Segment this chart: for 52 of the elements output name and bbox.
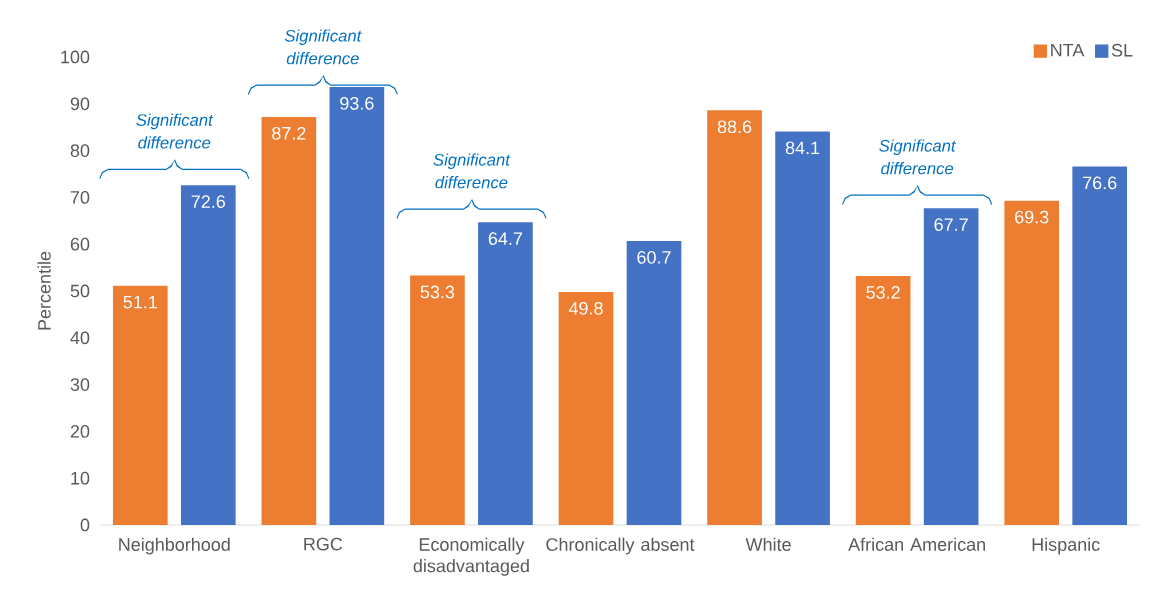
bar <box>707 110 762 525</box>
x-tick-label: Hispanic <box>1032 537 1100 555</box>
bar <box>775 131 830 525</box>
data-label: 53.2 <box>866 286 900 299</box>
y-axis-title: Percentile <box>37 251 51 330</box>
y-tick-label: 20 <box>70 425 90 438</box>
data-label: 53.3 <box>420 285 455 299</box>
y-tick-label: 100 <box>61 50 90 64</box>
y-tick-label: 70 <box>70 191 90 204</box>
data-label: 60.7 <box>637 250 671 264</box>
y-tick-label: 30 <box>70 378 90 391</box>
y-tick-label: 10 <box>71 471 90 485</box>
bar <box>261 116 317 525</box>
data-label: 87.2 <box>272 126 306 140</box>
bar <box>1072 166 1128 525</box>
x-tick-label: Neighborhood <box>119 537 230 555</box>
annotation: Significant difference <box>284 29 362 65</box>
data-label: 93.6 <box>340 96 374 110</box>
annotation: Significant difference <box>879 139 957 175</box>
data-label: 88.6 <box>717 120 752 134</box>
bar <box>855 276 911 525</box>
y-tick-label: 80 <box>70 144 90 157</box>
bar <box>1004 200 1060 525</box>
data-label: 67.7 <box>934 218 968 231</box>
data-label: 72.6 <box>191 195 226 208</box>
annotation: Significant difference <box>136 113 214 149</box>
data-label: 51.1 <box>123 295 157 309</box>
x-tick-label: RGC <box>304 537 343 551</box>
bar <box>478 222 533 525</box>
x-tick-label: White <box>745 537 791 551</box>
legend-label: SL <box>1111 43 1133 57</box>
data-label: 76.6 <box>1083 176 1117 190</box>
y-tick-label: 90 <box>70 97 90 111</box>
y-tick-label: 40 <box>70 331 90 345</box>
y-tick-label: 50 <box>70 284 90 298</box>
legend-label: NTA <box>1051 43 1085 57</box>
bar <box>558 291 614 525</box>
data-label: 84.1 <box>785 141 820 155</box>
x-tick-label: Chronically absent <box>546 537 695 555</box>
annotation: Significant difference <box>433 153 511 189</box>
y-tick-label: 60 <box>70 237 90 251</box>
x-tick-label: Economically disadvantaged <box>413 537 529 576</box>
data-label: 49.8 <box>568 301 603 315</box>
bar <box>923 208 979 525</box>
bar <box>112 285 168 525</box>
data-label: 69.3 <box>1015 210 1049 224</box>
x-tick-label: African American <box>848 537 985 551</box>
bar <box>410 275 465 525</box>
bar <box>626 240 682 525</box>
data-label: 64.7 <box>488 232 523 245</box>
bar <box>180 185 236 525</box>
y-tick-label: 0 <box>80 518 90 532</box>
